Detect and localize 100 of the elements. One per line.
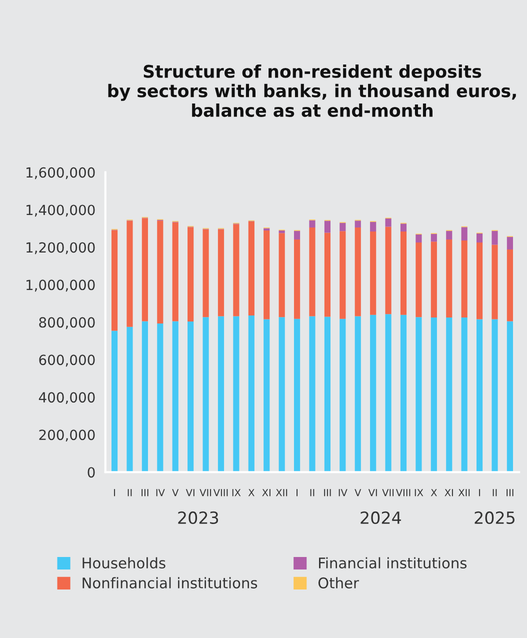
bar	[416, 234, 422, 243]
bar	[126, 326, 133, 472]
bar	[188, 227, 194, 322]
x-tick-label: XII	[458, 489, 470, 496]
bar	[446, 230, 452, 240]
x-tick-label: II	[310, 489, 314, 496]
bar	[476, 234, 483, 243]
x-tick-label: III	[506, 489, 514, 496]
x-tick-label: III	[142, 489, 148, 496]
x-tick-label: VII	[200, 489, 212, 496]
bar	[324, 232, 330, 317]
bar	[309, 316, 316, 472]
bar	[385, 314, 392, 472]
x-tick-label: I	[479, 489, 480, 496]
bar	[400, 224, 407, 232]
bar	[142, 218, 148, 322]
bar	[340, 318, 346, 472]
bar	[202, 317, 209, 472]
x-tick-label: II	[492, 489, 497, 496]
x-tick-label: IV	[338, 489, 348, 496]
bar	[172, 222, 178, 322]
bar	[446, 240, 452, 318]
x-tick-label: V	[172, 489, 179, 496]
bar	[476, 242, 483, 320]
bar	[370, 222, 376, 232]
bar	[354, 220, 361, 228]
x-tick-label: VIII	[213, 489, 228, 496]
x-tick-label: VI	[368, 489, 377, 496]
bar	[188, 321, 194, 472]
legend-label: Households	[82, 557, 166, 568]
bar	[233, 316, 240, 472]
bar	[400, 314, 407, 472]
bar	[370, 231, 376, 315]
x-tick-label: I	[114, 489, 116, 496]
legend-label: Other	[318, 577, 360, 588]
bar	[294, 240, 300, 319]
bar	[492, 319, 498, 472]
bar	[309, 220, 316, 228]
bar	[430, 318, 437, 472]
bar	[218, 229, 224, 316]
y-tick-label: 1,600,000	[26, 167, 95, 180]
bar	[324, 316, 330, 472]
x-tick-label: VI	[186, 489, 194, 496]
bar	[506, 249, 514, 322]
bar	[157, 324, 164, 472]
x-tick-label: XI	[444, 489, 453, 496]
bar	[294, 318, 300, 472]
y-tick-label: 1,000,000	[26, 280, 95, 292]
bar	[218, 316, 224, 472]
bar	[278, 230, 285, 234]
x-tick-label: IV	[156, 489, 165, 496]
bar	[264, 319, 270, 472]
bar	[430, 234, 437, 242]
bar	[354, 228, 361, 316]
bar	[309, 228, 316, 316]
y-tick-label: 1,200,000	[26, 242, 95, 254]
x-tick-label: II	[128, 489, 132, 496]
x-tick-label: VIII	[396, 489, 410, 496]
bar	[248, 222, 254, 316]
bar	[126, 220, 133, 327]
bar	[461, 318, 468, 472]
bar	[248, 315, 254, 472]
bar	[264, 230, 270, 320]
y-tick-label: 200,000	[39, 430, 95, 442]
chart-title: Structure of non-resident deposits by sectors with banks, in thousand euros, balance as at end-month	[108, 64, 516, 117]
bar	[202, 229, 209, 318]
bar	[340, 222, 346, 232]
x-tick-label: I	[296, 489, 298, 496]
y-tick-label: 400,000	[38, 392, 95, 404]
y-tick-label: 0	[88, 467, 95, 478]
bar	[278, 233, 285, 318]
bar	[278, 317, 285, 472]
x-tick-label: XI	[262, 489, 270, 496]
x-tick-label: X	[430, 489, 437, 496]
legend-label: Nonfinancial institutions	[82, 577, 258, 588]
bar	[354, 316, 361, 472]
text: 2025	[474, 511, 515, 524]
bar	[461, 227, 468, 240]
x-tick-label: IX	[414, 489, 424, 496]
bar	[233, 224, 240, 316]
bar	[294, 230, 300, 240]
y-tick-label: 600,000	[39, 354, 95, 367]
bar	[430, 242, 437, 318]
text: 2024	[360, 511, 401, 524]
bar	[446, 318, 452, 472]
bar	[416, 317, 422, 472]
bar	[492, 244, 498, 320]
bar	[324, 220, 330, 233]
legend-label: Financial institutions	[319, 557, 467, 568]
bar	[476, 319, 483, 472]
bar	[172, 321, 178, 472]
y-tick-label: 1,400,000	[26, 204, 95, 217]
bar	[142, 321, 148, 472]
bar	[385, 226, 392, 314]
bar	[111, 230, 118, 331]
bar	[506, 321, 514, 472]
bar	[157, 220, 164, 324]
bar	[506, 236, 514, 250]
x-tick-label: X	[248, 489, 254, 496]
text: 2023	[178, 511, 218, 524]
